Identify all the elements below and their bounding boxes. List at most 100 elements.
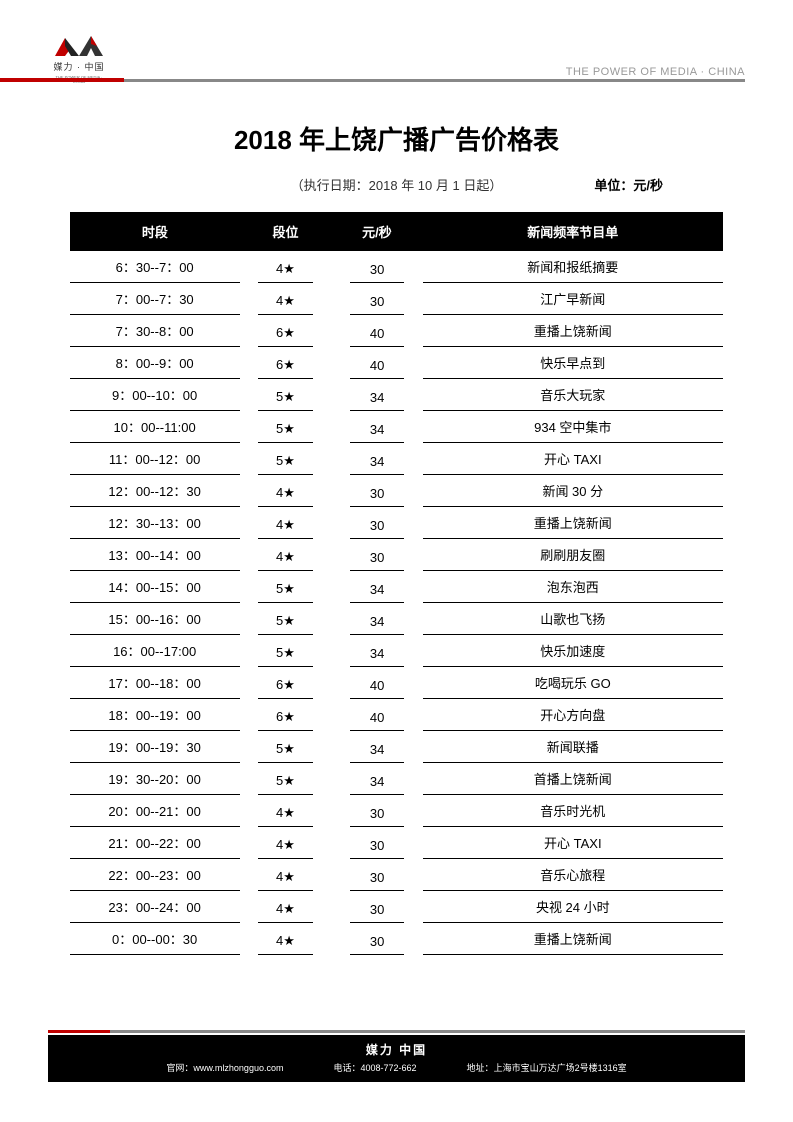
cell-program: 快乐加速度 [423,635,723,667]
cell-price: 34 [331,603,422,635]
table-row: 22：00--23：004★30音乐心旅程 [70,859,723,891]
cell-time: 15：00--16：00 [70,603,240,635]
cell-time: 11：00--12：00 [70,443,240,475]
table-row: 13：00--14：004★30刷刷朋友圈 [70,539,723,571]
main-content: 2018 年上饶广播广告价格表 （执行日期：2018 年 10 月 1 日起） … [70,120,723,955]
cell-time: 8：00--9：00 [70,347,240,379]
cell-tier: 5★ [240,603,331,635]
cell-time: 18：00--19：00 [70,699,240,731]
cell-price: 30 [331,795,422,827]
cell-tier: 5★ [240,571,331,603]
cell-time: 19：00--19：30 [70,731,240,763]
cell-tier: 4★ [240,923,331,955]
table-row: 9：00--10：005★34音乐大玩家 [70,379,723,411]
cell-price: 40 [331,667,422,699]
cell-price: 34 [331,763,422,795]
cell-tier: 4★ [240,795,331,827]
cell-program: 重播上饶新闻 [423,315,723,347]
footer-divider [48,1030,745,1033]
cell-price: 30 [331,507,422,539]
table-row: 10：00--11:005★34934 空中集市 [70,411,723,443]
table-header-row: 时段 段位 元/秒 新闻频率节目单 [70,212,723,251]
col-header-tier: 段位 [240,212,331,251]
col-header-time: 时段 [70,212,240,251]
cell-time: 21：00--22：00 [70,827,240,859]
logo-icon [51,30,107,58]
cell-program: 重播上饶新闻 [423,923,723,955]
table-row: 18：00--19：006★40开心方向盘 [70,699,723,731]
cell-time: 6：30--7：00 [70,251,240,283]
table-row: 15：00--16：005★34山歌也飞扬 [70,603,723,635]
cell-tier: 4★ [240,251,331,283]
table-row: 21：00--22：004★30开心 TAXI [70,827,723,859]
cell-price: 30 [331,859,422,891]
cell-program: 音乐时光机 [423,795,723,827]
cell-price: 40 [331,315,422,347]
table-row: 20：00--21：004★30音乐时光机 [70,795,723,827]
table-row: 16：00--17:005★34快乐加速度 [70,635,723,667]
cell-tier: 4★ [240,859,331,891]
table-row: 6：30--7：004★30新闻和报纸摘要 [70,251,723,283]
price-table: 时段 段位 元/秒 新闻频率节目单 6：30--7：004★30新闻和报纸摘要7… [70,212,723,955]
header-divider: THE POWER OF MEDIA · CHINA [0,60,793,82]
cell-program: 重播上饶新闻 [423,507,723,539]
table-row: 0：00--00：304★30重播上饶新闻 [70,923,723,955]
cell-price: 34 [331,411,422,443]
cell-time: 19：30--20：00 [70,763,240,795]
cell-tier: 5★ [240,411,331,443]
col-header-price: 元/秒 [331,212,422,251]
cell-tier: 4★ [240,475,331,507]
page-title: 2018 年上饶广播广告价格表 [70,120,723,157]
cell-tier: 4★ [240,827,331,859]
cell-time: 20：00--21：00 [70,795,240,827]
footer-address: 地址：上海市宝山万达广场2号楼1316室 [467,1061,627,1074]
table-row: 14：00--15：005★34泡东泡西 [70,571,723,603]
unit-label: 单位：元/秒 [594,175,663,194]
cell-price: 30 [331,251,422,283]
cell-program: 音乐心旅程 [423,859,723,891]
cell-program: 开心 TAXI [423,827,723,859]
cell-program: 开心方向盘 [423,699,723,731]
cell-price: 34 [331,731,422,763]
cell-time: 12：30--13：00 [70,507,240,539]
header-tagline: THE POWER OF MEDIA · CHINA [566,66,745,78]
cell-tier: 4★ [240,283,331,315]
cell-program: 央视 24 小时 [423,891,723,923]
cell-time: 23：00--24：00 [70,891,240,923]
cell-price: 30 [331,283,422,315]
cell-price: 30 [331,923,422,955]
cell-program: 新闻和报纸摘要 [423,251,723,283]
table-row: 12：00--12：304★30新闻 30 分 [70,475,723,507]
cell-program: 快乐早点到 [423,347,723,379]
subtitle-row: （执行日期：2018 年 10 月 1 日起） 单位：元/秒 [70,175,723,194]
cell-price: 30 [331,827,422,859]
cell-tier: 4★ [240,891,331,923]
cell-time: 22：00--23：00 [70,859,240,891]
cell-price: 30 [331,891,422,923]
cell-tier: 5★ [240,443,331,475]
cell-price: 30 [331,475,422,507]
footer-website: 官网：www.mlzhongguo.com [166,1061,283,1074]
cell-tier: 5★ [240,379,331,411]
cell-tier: 4★ [240,507,331,539]
cell-program: 新闻联播 [423,731,723,763]
cell-tier: 6★ [240,315,331,347]
cell-tier: 4★ [240,539,331,571]
footer-info: 官网：www.mlzhongguo.com 电话：4008-772-662 地址… [58,1061,735,1074]
cell-price: 40 [331,347,422,379]
table-row: 7：00--7：304★30江广早新闻 [70,283,723,315]
footer-content: 媒力 中国 官网：www.mlzhongguo.com 电话：4008-772-… [48,1035,745,1082]
cell-program: 开心 TAXI [423,443,723,475]
cell-program: 江广早新闻 [423,283,723,315]
table-row: 7：30--8：006★40重播上饶新闻 [70,315,723,347]
cell-time: 0：00--00：30 [70,923,240,955]
cell-program: 山歌也飞扬 [423,603,723,635]
cell-program: 首播上饶新闻 [423,763,723,795]
cell-price: 34 [331,571,422,603]
table-row: 12：30--13：004★30重播上饶新闻 [70,507,723,539]
table-row: 11：00--12：005★34开心 TAXI [70,443,723,475]
cell-program: 934 空中集市 [423,411,723,443]
cell-tier: 6★ [240,347,331,379]
cell-tier: 6★ [240,699,331,731]
cell-price: 30 [331,539,422,571]
